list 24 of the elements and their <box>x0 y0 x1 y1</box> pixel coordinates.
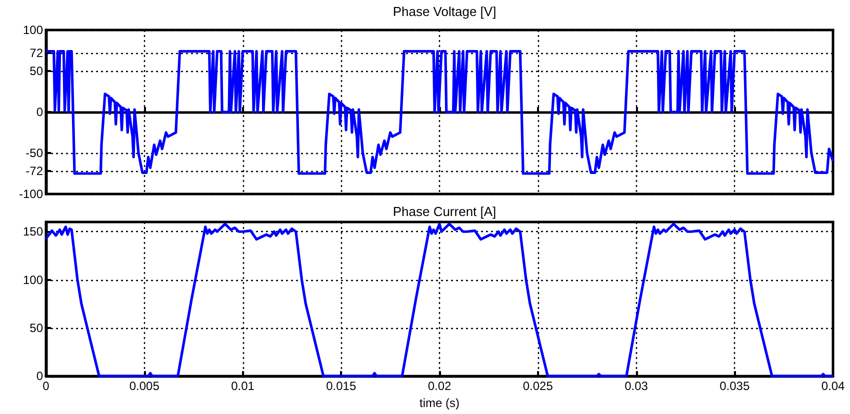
x-tick-label: 0.025 <box>522 379 554 394</box>
y-tick-label: 50 <box>30 64 44 78</box>
y-tick-label: 0 <box>36 105 44 119</box>
chart-title: Phase Voltage [V] <box>392 4 496 19</box>
y-tick-label: -50 <box>26 146 44 160</box>
x-tick-label: 0.04 <box>821 379 845 394</box>
line-series <box>44 50 834 175</box>
x-tick-label: 0.015 <box>326 379 356 394</box>
x-tick-label: 0.03 <box>624 379 648 394</box>
y-tick-label: 72 <box>30 46 44 60</box>
y-tick-label: 0 <box>36 369 44 384</box>
y-tick-label: 100 <box>22 272 44 287</box>
x-tick-label: 0.005 <box>129 379 160 394</box>
y-tick-label: 50 <box>30 320 44 335</box>
y-tick-label: -72 <box>26 164 44 178</box>
line-series <box>44 222 834 378</box>
x-axis-title: time (s) <box>420 396 460 410</box>
chart-title: Phase Current [A] <box>392 204 496 219</box>
y-tick-label: 150 <box>22 224 44 239</box>
x-tick-label: 0.01 <box>231 379 255 394</box>
x-tick-label: 0.02 <box>428 379 452 394</box>
y-tick-label: -100 <box>18 187 44 201</box>
y-tick-label: 100 <box>22 23 44 37</box>
x-tick-label: 0.035 <box>720 379 750 394</box>
